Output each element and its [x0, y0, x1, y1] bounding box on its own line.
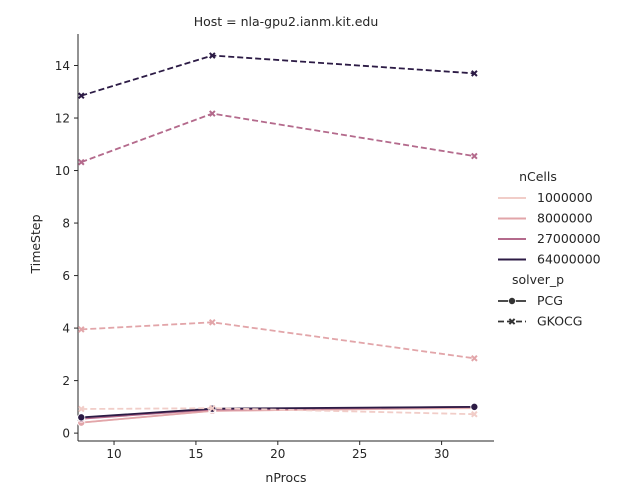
legend-label: PCG [537, 293, 563, 308]
x-tick-label: 25 [352, 447, 367, 461]
legend-title-solver: solver_p [512, 272, 564, 287]
data-point-circle [507, 296, 516, 305]
series-6 [77, 110, 478, 166]
x-axis-label: nProcs [265, 470, 306, 485]
y-tick-label: 10 [55, 164, 70, 178]
legend-item-ncells: 8000000 [498, 211, 593, 226]
x-marker-strokes [471, 354, 478, 362]
axes: 10 15 20 25 30 0 2 4 6 8 10 12 14 [55, 34, 494, 461]
y-tick-label: 14 [55, 59, 70, 73]
x-marker-strokes [471, 152, 478, 160]
x-marker-strokes [208, 110, 216, 117]
data-point-x [77, 326, 85, 333]
x-marker-strokes [208, 52, 216, 59]
y-axis-label: TimeStep [28, 214, 43, 274]
y-tick-label: 2 [62, 374, 70, 388]
y-tick-label: 4 [62, 322, 70, 336]
x-marker-strokes [471, 70, 478, 77]
y-tick-label: 6 [62, 269, 70, 283]
data-point-x [471, 354, 478, 362]
x-marker-strokes [508, 318, 516, 325]
data-point-x [77, 405, 85, 413]
x-marker-strokes [77, 326, 85, 333]
legend-title-ncells: nCells [519, 169, 557, 184]
legend-item-ncells: 64000000 [498, 252, 601, 267]
data-point-x [208, 110, 216, 117]
data-point-x [208, 52, 216, 59]
data-point-circle [470, 402, 479, 411]
data-point-x [471, 410, 478, 418]
series-line [81, 54, 475, 97]
y-tick-label: 8 [62, 217, 70, 231]
x-tick-label: 20 [270, 447, 285, 461]
data-point-x [471, 152, 478, 160]
data-point-circle [77, 413, 86, 422]
chart-title: Host = nla-gpu2.ianm.kit.edu [194, 14, 379, 29]
y-tick-label: 12 [55, 112, 70, 126]
legend-item-ncells: 27000000 [498, 231, 601, 246]
data-point-x [471, 70, 478, 77]
x-tick-label: 10 [106, 447, 121, 461]
x-marker-strokes [208, 319, 216, 326]
legend-label: 1000000 [537, 190, 593, 205]
legend-label: 27000000 [537, 231, 601, 246]
series-5 [77, 319, 478, 362]
x-tick-label: 30 [434, 447, 449, 461]
legend-item-solver: PCG [498, 293, 563, 308]
x-marker-strokes [77, 158, 85, 166]
x-marker-strokes [208, 404, 216, 412]
series-line [81, 321, 475, 360]
series-4 [77, 404, 478, 418]
data-point-x [208, 404, 216, 412]
data-point-x [77, 92, 85, 100]
legend: nCells 1000000 8000000 27000000 64000000 solv… [498, 169, 601, 329]
legend-item-solver: GKOCG [498, 314, 582, 329]
x-marker-strokes [77, 405, 85, 413]
y-tick-label: 0 [62, 427, 70, 441]
data-point-x [508, 318, 516, 325]
data-point-x [77, 158, 85, 166]
data-point-x [208, 319, 216, 326]
series-layer [77, 52, 479, 427]
series-7 [77, 52, 478, 100]
x-marker-strokes [77, 92, 85, 100]
legend-item-ncells: 1000000 [498, 190, 593, 205]
legend-label: 64000000 [537, 252, 601, 267]
legend-label: GKOCG [537, 314, 582, 329]
legend-label: 8000000 [537, 211, 593, 226]
series-line [80, 112, 475, 163]
x-tick-label: 15 [188, 447, 203, 461]
x-marker-strokes [471, 410, 478, 418]
